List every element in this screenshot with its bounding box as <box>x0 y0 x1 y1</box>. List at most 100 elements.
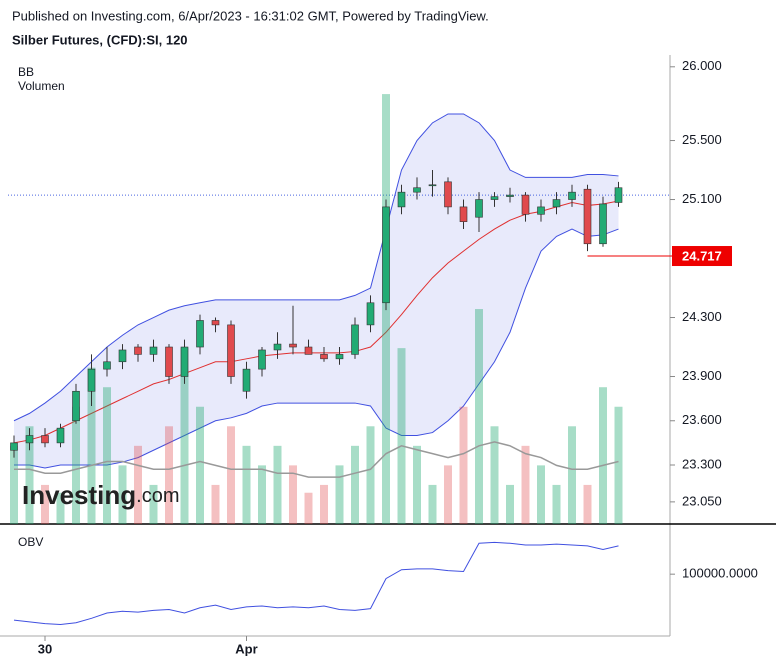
candle-body <box>614 187 623 203</box>
volume-bar <box>227 426 235 524</box>
volume-bar <box>583 484 592 524</box>
candle-body <box>506 194 514 197</box>
candle-body <box>475 199 483 218</box>
candle-body <box>103 361 111 370</box>
y-tick-label: 23.050 <box>682 493 722 508</box>
candle-body <box>428 184 437 187</box>
candle-body <box>289 343 297 348</box>
volume-bar <box>397 348 406 524</box>
volume-bar <box>413 445 421 524</box>
bb-lower <box>14 228 619 469</box>
candle-body <box>366 302 375 326</box>
candle-body <box>490 196 499 200</box>
chart-title: Published on Investing.com, 6/Apr/2023 -… <box>12 8 489 23</box>
volume-bar <box>552 484 561 524</box>
candle-body <box>87 368 96 392</box>
y-tick-label: 23.600 <box>682 412 722 427</box>
volume-bar <box>72 406 80 524</box>
candle-body <box>521 194 530 215</box>
candle-body <box>273 343 282 351</box>
volume-bar <box>180 348 189 524</box>
volume-bar <box>459 406 468 524</box>
candle-body <box>134 346 142 355</box>
price-marker-box <box>672 246 732 267</box>
y-tick-label: 25.100 <box>682 191 722 206</box>
candle-body <box>351 324 359 355</box>
volume-bar <box>614 406 623 524</box>
volume-bar <box>211 484 220 524</box>
bb-fill <box>14 113 619 468</box>
candle-body <box>25 435 34 444</box>
y-tick-label: 23.300 <box>682 456 722 471</box>
volume-bar <box>521 445 530 524</box>
y-tick-label: 24.300 <box>682 309 722 324</box>
volume-ma <box>14 441 619 478</box>
volume-bar <box>599 387 607 524</box>
candle-body <box>583 188 592 245</box>
candle-body <box>149 346 158 355</box>
volume-bar <box>25 426 34 524</box>
candle-body <box>211 320 220 326</box>
bb-middle <box>13 200 619 444</box>
candle-body <box>552 199 561 208</box>
candle-body <box>568 191 576 200</box>
indicator-label: BB <box>18 65 34 79</box>
candle-body <box>304 346 313 355</box>
volume-bar <box>165 426 173 524</box>
volume-bar <box>242 445 251 524</box>
volume-bar <box>568 426 576 524</box>
volume-bar <box>134 445 142 524</box>
volume-bar <box>273 445 282 524</box>
volume-bar <box>351 445 359 524</box>
candle-body <box>382 206 390 304</box>
volume-bar <box>56 492 65 524</box>
candle-body <box>459 206 468 222</box>
candle-body <box>196 320 204 348</box>
candle-body <box>56 427 65 444</box>
volume-bar <box>87 367 96 524</box>
candle-body <box>227 324 235 377</box>
volume-bar <box>320 484 328 524</box>
volume-bar <box>506 484 514 524</box>
bb-upper <box>13 113 619 422</box>
y-tick-label: 23.900 <box>682 368 722 383</box>
volume-bar <box>258 465 266 524</box>
candle-body <box>165 346 173 377</box>
logo-suffix: .com <box>136 485 179 507</box>
indicator-label: Volumen <box>18 79 65 93</box>
candle-body <box>118 349 127 363</box>
logo-name: Investing <box>22 480 136 510</box>
volume-bar <box>41 484 49 524</box>
volume-bar <box>537 465 545 524</box>
logo: Investing.com <box>22 480 179 510</box>
candle-body <box>72 390 80 422</box>
price-marker-label: 24.717 <box>682 248 722 263</box>
y-tick-label: 26.000 <box>682 58 722 73</box>
volume-bar <box>103 387 111 524</box>
candle-body <box>320 354 328 360</box>
candle-body <box>537 206 545 215</box>
obv-line <box>13 541 619 626</box>
volume-bar <box>10 445 18 524</box>
candle-body <box>335 354 344 360</box>
volume-bar <box>304 492 313 524</box>
candle-body <box>180 346 189 377</box>
chart-subtitle: Silber Futures, (CFD):SI, 120 <box>12 32 188 47</box>
candle-body <box>444 181 452 208</box>
candle-body <box>258 349 266 370</box>
x-tick-label: Apr <box>235 641 257 656</box>
volume-bar <box>490 426 499 524</box>
candle-body <box>413 187 421 193</box>
candle-body <box>397 191 406 208</box>
volume-bar <box>118 465 127 524</box>
volume-bar <box>196 406 204 524</box>
y-tick-label: 25.500 <box>682 132 722 147</box>
x-tick-label: 30 <box>38 641 52 656</box>
y-tick-label: 100000.0000 <box>682 566 758 581</box>
volume-bar <box>149 484 158 524</box>
volume-bar <box>444 465 452 524</box>
volume-bar <box>428 484 437 524</box>
volume-bar <box>289 465 297 524</box>
volume-bar <box>366 426 375 524</box>
